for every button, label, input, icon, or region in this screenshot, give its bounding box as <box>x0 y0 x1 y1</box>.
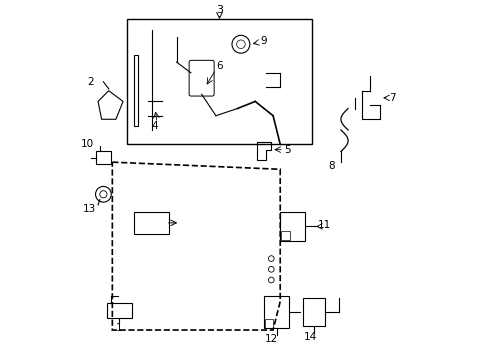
Text: 7: 7 <box>388 93 395 103</box>
Text: 14: 14 <box>304 332 317 342</box>
Text: 4: 4 <box>152 121 158 131</box>
Text: 6: 6 <box>216 61 223 71</box>
Text: 11: 11 <box>318 220 331 230</box>
Bar <box>280 231 289 240</box>
Text: 13: 13 <box>82 203 96 213</box>
Bar <box>96 152 110 164</box>
Bar <box>280 212 305 241</box>
Text: 2: 2 <box>87 77 94 87</box>
Text: 1: 1 <box>116 323 122 333</box>
Bar <box>134 55 138 126</box>
Text: 10: 10 <box>81 139 94 149</box>
Text: 8: 8 <box>328 161 335 171</box>
Bar <box>134 212 169 234</box>
Text: 9: 9 <box>260 36 267 46</box>
Text: 5: 5 <box>284 145 290 155</box>
Text: 3: 3 <box>216 5 223 15</box>
Bar <box>264 319 273 328</box>
Bar <box>107 303 132 318</box>
Bar <box>264 296 288 328</box>
Text: 12: 12 <box>264 334 277 344</box>
Bar <box>303 298 324 327</box>
Bar <box>126 19 312 144</box>
